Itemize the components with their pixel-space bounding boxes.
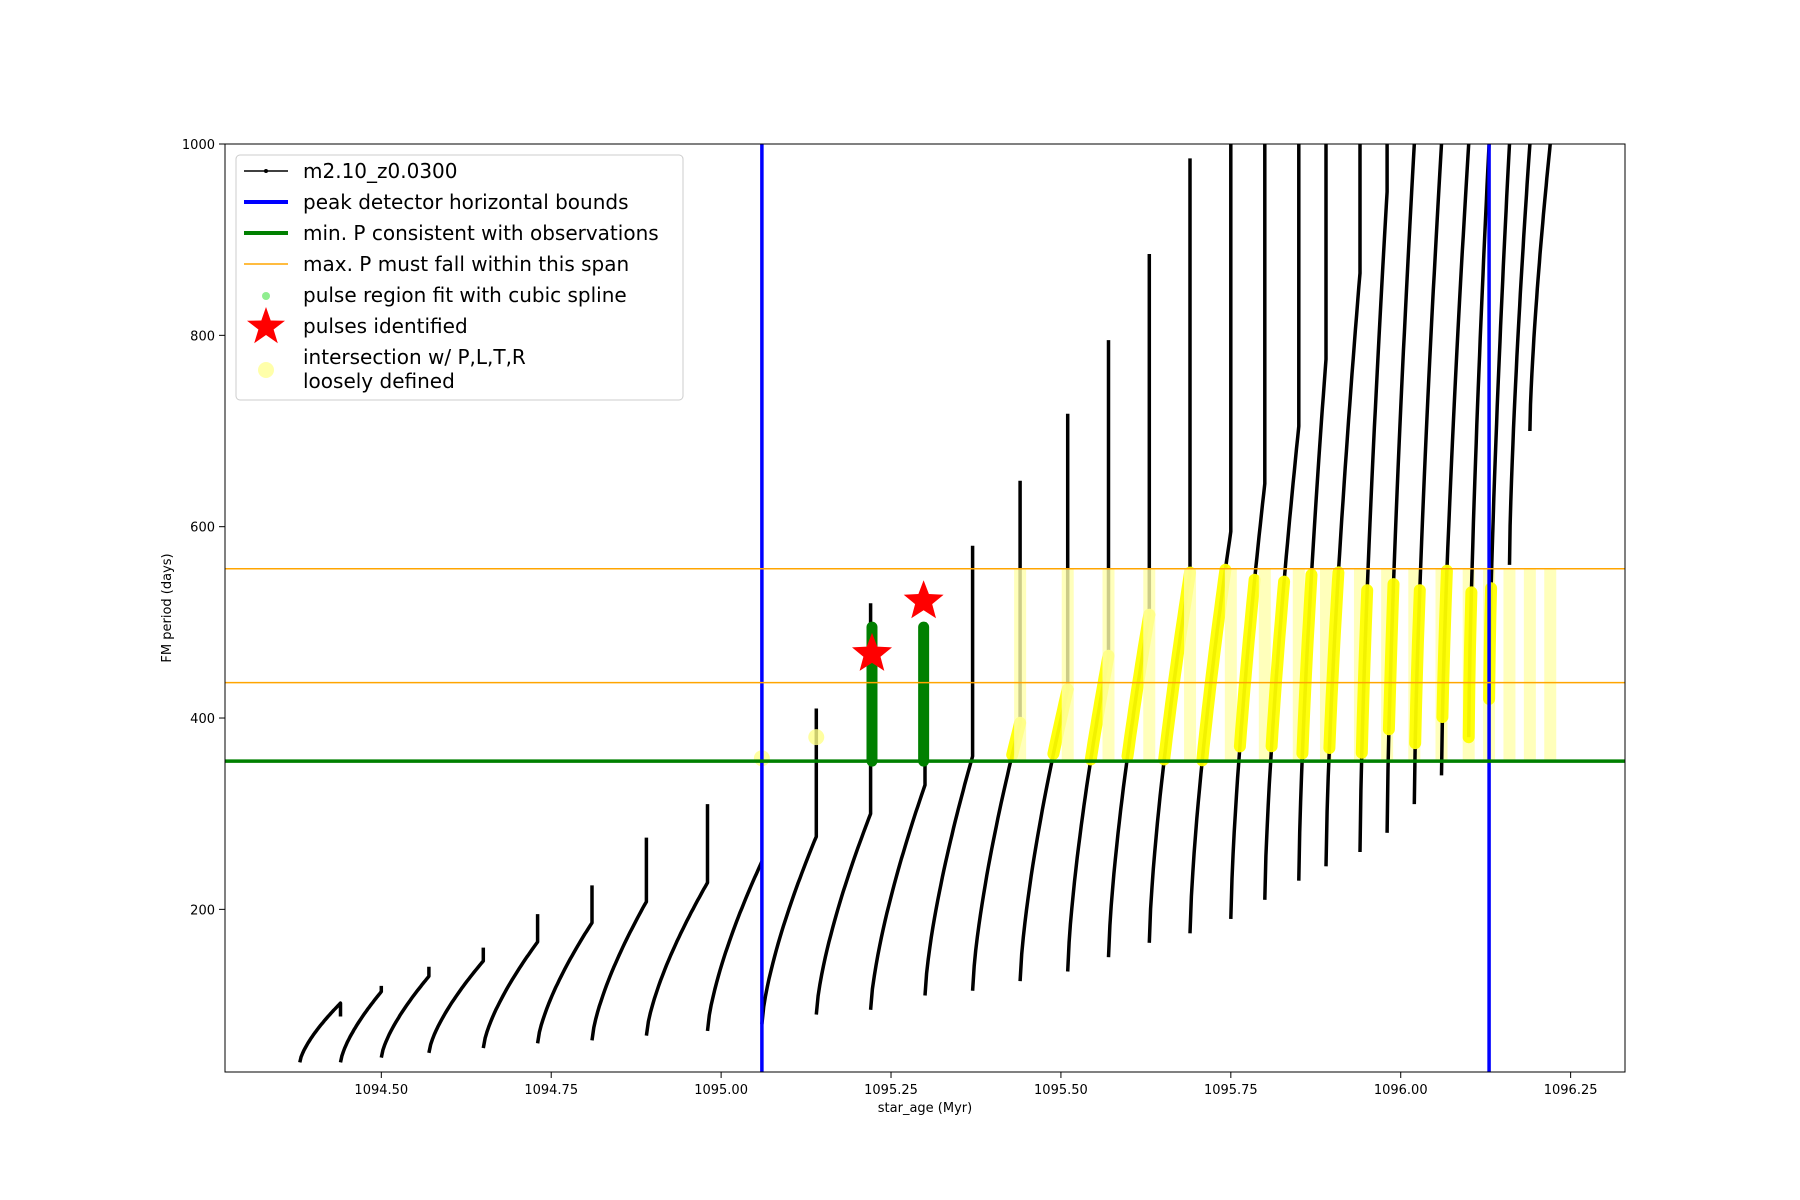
legend-box [235,154,684,401]
y-tick-label: 400 [190,712,215,727]
pulse-curve [705,860,764,1032]
x-tick-label: 1095.75 [1204,1083,1258,1098]
y-tick-label: 200 [190,903,215,918]
legend-marker-lightgreen-dot [262,292,270,300]
pulse-star [852,632,892,671]
intersection-curve [1382,578,1400,736]
intersection-curve [1265,575,1291,753]
legend-label-min-p: min. P consistent with observations [303,221,659,245]
x-tick-label: 1095.50 [1034,1083,1088,1098]
pulse-curve [1528,144,1552,432]
pulse-curve [923,545,975,996]
x-axis-ticks: 1094.50 1094.75 1095.00 1095.25 1095.50 1095.… [354,1072,1598,1098]
pulse-curve [868,622,927,1010]
legend-label-intersection-line1: intersection w/ P,L,T,R [303,345,526,369]
intersection-curve [1296,568,1318,760]
pulse-curve [1466,144,1491,738]
intersection-curve [1323,566,1345,754]
pulse-curve [1065,340,1111,972]
pulse-curve [1507,144,1532,565]
x-tick-label: 1095.25 [864,1083,918,1098]
pulse-curve [760,708,819,1025]
pulse-curve [1188,144,1233,934]
pulse-curve [644,804,710,1036]
pulse-star [903,580,944,619]
legend-marker-red-star [247,307,285,344]
pulse-curve [427,947,486,1054]
intersection-curve [1436,564,1453,723]
pulse-curve [1297,144,1328,881]
plot-frame [224,143,1626,1073]
pulse-curve [1229,144,1267,919]
legend-label-model: m2.10_z0.0300 [303,159,458,183]
legend-label-max-p: max. P must fall within this span [303,252,629,276]
pulse-curve [298,1001,343,1063]
y-tick-label: 600 [190,521,215,536]
legend-marker-yellow-dot [258,362,274,378]
pulse-curve [379,966,431,1058]
intersection-curve [1409,584,1426,750]
legend-marker-black-dot [264,169,268,173]
legend-label-spline: pulse region fit with cubic spline [303,283,627,307]
pulse-curve [1106,254,1152,958]
reference-lines-layer [225,144,1625,1072]
legend: m2.10_z0.0300 peak detector horizontal b… [235,154,684,401]
pulse-curve [1147,158,1192,943]
intersection-curve [1462,586,1478,744]
intersection-curve [1233,573,1261,753]
y-tick-label: 1000 [182,138,215,153]
legend-label-bounds: peak detector horizontal bounds [303,190,629,214]
x-tick-label: 1094.75 [524,1083,578,1098]
intersection-curve [1196,563,1232,767]
intersection-curve [1355,584,1374,759]
pulse-curve [1487,144,1512,699]
x-tick-label: 1094.50 [354,1083,408,1098]
pulse-curve [590,837,649,1041]
legend-label-pulses: pulses identified [303,314,468,338]
y-axis-ticks: 200 400 600 800 1000 [182,138,225,918]
pulse-curve [1263,144,1301,900]
y-axis-label: FM period (days) [160,553,175,662]
pulse-curve [338,985,384,1063]
pulse-curve [814,603,873,1015]
legend-label-intersection-line2: loosely defined [303,369,455,393]
intersection-point [808,729,825,746]
x-axis-label: star_age (Myr) [878,1101,972,1116]
x-tick-label: 1096.25 [1544,1083,1598,1098]
y-tick-label: 800 [190,329,215,344]
plot-data-layer [298,144,1557,1063]
pulse-curve [481,914,540,1049]
x-tick-label: 1095.00 [694,1083,748,1098]
pulse-curve [535,885,594,1044]
x-tick-label: 1096.00 [1374,1083,1428,1098]
